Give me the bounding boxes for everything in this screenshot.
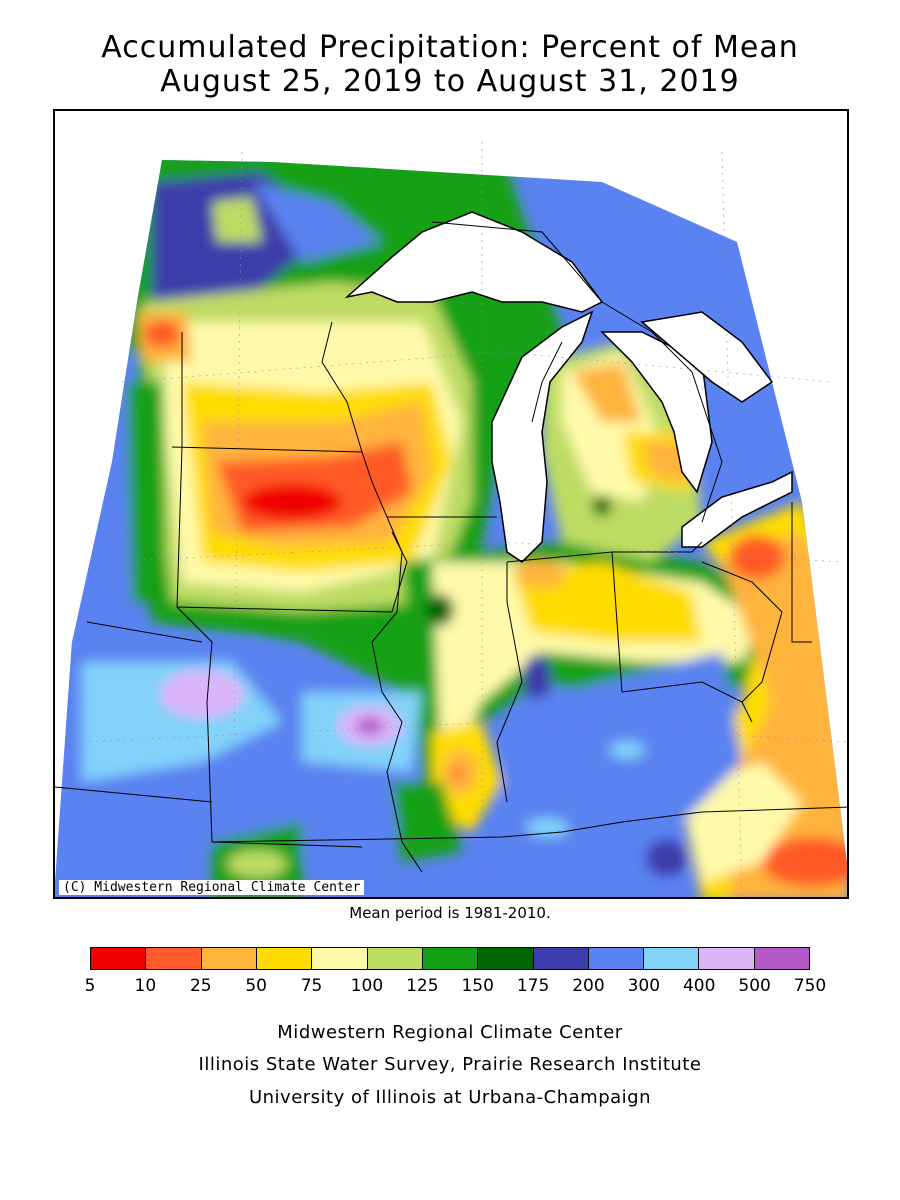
- legend-tick: 750: [793, 976, 827, 996]
- credit-line-2: Illinois State Water Survey, Prairie Res…: [198, 1054, 702, 1075]
- legend-swatch: [422, 948, 479, 969]
- graticule: [81, 142, 847, 897]
- legend-tick: 400: [682, 976, 716, 996]
- legend-tick: 125: [406, 976, 439, 996]
- legend-tick: 5: [84, 976, 96, 996]
- map-title: Accumulated Precipitation: Percent of Me…: [101, 30, 799, 65]
- legend-tick: 200: [572, 976, 605, 996]
- legend-swatch: [256, 948, 313, 969]
- legend-swatch: [367, 948, 423, 969]
- credit-line-3: University of Illinois at Urbana-Champai…: [248, 1087, 652, 1108]
- credit-line-1: Midwestern Regional Climate Center: [277, 1022, 623, 1043]
- legend-swatch: [312, 948, 368, 969]
- map-date-range: August 25, 2019 to August 31, 2019: [160, 64, 740, 99]
- legend-swatch: [533, 948, 589, 969]
- legend-tick: 25: [189, 976, 212, 996]
- legend-swatch: [91, 948, 147, 969]
- legend-tick-labels: 5 10 25 50 75 100 125 150 175 200 300 400 500 750: [0, 976, 900, 1000]
- legend-tick: 75: [300, 976, 323, 996]
- legend-tick: 100: [350, 976, 384, 996]
- legend-tick: 10: [134, 976, 157, 996]
- mean-period-note: Mean period is 1981-2010.: [349, 904, 551, 922]
- legend-swatch: [146, 948, 202, 969]
- legend-tick: 150: [461, 976, 494, 996]
- great-lakes: [344, 211, 793, 563]
- legend-tick: 175: [516, 976, 550, 996]
- legend-swatch: [201, 948, 257, 969]
- legend-swatch: [699, 948, 755, 969]
- legend-swatch: [644, 948, 700, 969]
- precipitation-map: (C) Midwestern Regional Climate Center: [53, 109, 849, 899]
- copyright-label: (C) Midwestern Regional Climate Center: [59, 880, 365, 895]
- legend-swatch: [588, 948, 645, 969]
- state-boundaries: [55, 221, 847, 873]
- legend-tick: 300: [627, 976, 661, 996]
- legend-tick: 500: [738, 976, 771, 996]
- color-legend: [90, 947, 810, 970]
- map-canvas: [55, 142, 847, 897]
- legend-tick: 50: [245, 976, 267, 996]
- legend-swatch: [478, 948, 534, 969]
- legend-swatch: [754, 948, 810, 969]
